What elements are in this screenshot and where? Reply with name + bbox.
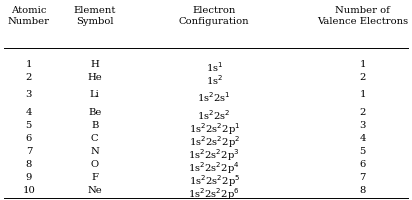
Text: 1: 1 <box>359 60 366 69</box>
Text: 1s$^2$2s$^2$2p$^3$: 1s$^2$2s$^2$2p$^3$ <box>189 147 240 163</box>
Text: 1s$^2$: 1s$^2$ <box>206 73 223 87</box>
Text: C: C <box>91 134 98 143</box>
Text: 7: 7 <box>26 147 32 156</box>
Text: 8: 8 <box>26 160 32 169</box>
Text: 9: 9 <box>26 173 32 182</box>
Text: 5: 5 <box>359 147 366 156</box>
Text: 2: 2 <box>359 73 366 82</box>
Text: H: H <box>90 60 99 69</box>
Text: Element
Symbol: Element Symbol <box>74 6 116 26</box>
Text: 1s$^2$2s$^2$2p$^5$: 1s$^2$2s$^2$2p$^5$ <box>189 173 240 189</box>
Text: 4: 4 <box>359 134 366 143</box>
Text: Li: Li <box>90 90 100 99</box>
Text: F: F <box>91 173 98 182</box>
Text: 1s$^2$2s$^1$: 1s$^2$2s$^1$ <box>197 90 231 104</box>
Text: 1s$^2$2s$^2$2p$^4$: 1s$^2$2s$^2$2p$^4$ <box>188 160 240 176</box>
Text: 6: 6 <box>359 160 366 169</box>
Text: O: O <box>91 160 99 169</box>
Text: 1s$^2$2s$^2$2p$^2$: 1s$^2$2s$^2$2p$^2$ <box>189 134 240 150</box>
Text: Number of
Valence Electrons: Number of Valence Electrons <box>317 6 408 26</box>
Text: 1: 1 <box>26 60 32 69</box>
Text: 6: 6 <box>26 134 32 143</box>
Text: 1: 1 <box>359 90 366 99</box>
Text: Atomic
Number: Atomic Number <box>8 6 50 26</box>
Text: Electron
Configuration: Electron Configuration <box>179 6 250 26</box>
Text: N: N <box>90 147 99 156</box>
Text: 4: 4 <box>26 108 32 117</box>
Text: Be: Be <box>88 108 101 117</box>
Text: 2: 2 <box>359 108 366 117</box>
Text: 7: 7 <box>359 173 366 182</box>
Text: B: B <box>91 121 98 130</box>
Text: 3: 3 <box>359 121 366 130</box>
Text: 8: 8 <box>359 186 366 195</box>
Text: 3: 3 <box>26 90 32 99</box>
Text: 1s$^2$2s$^2$: 1s$^2$2s$^2$ <box>197 108 231 122</box>
Text: 1s$^2$2s$^2$2p$^1$: 1s$^2$2s$^2$2p$^1$ <box>189 121 240 137</box>
Text: 2: 2 <box>26 73 32 82</box>
Text: 10: 10 <box>22 186 35 195</box>
Text: He: He <box>87 73 102 82</box>
Text: 5: 5 <box>26 121 32 130</box>
Text: 1s$^2$2s$^2$2p$^6$: 1s$^2$2s$^2$2p$^6$ <box>188 186 240 200</box>
Text: 1s$^1$: 1s$^1$ <box>206 60 223 74</box>
Text: Ne: Ne <box>87 186 102 195</box>
